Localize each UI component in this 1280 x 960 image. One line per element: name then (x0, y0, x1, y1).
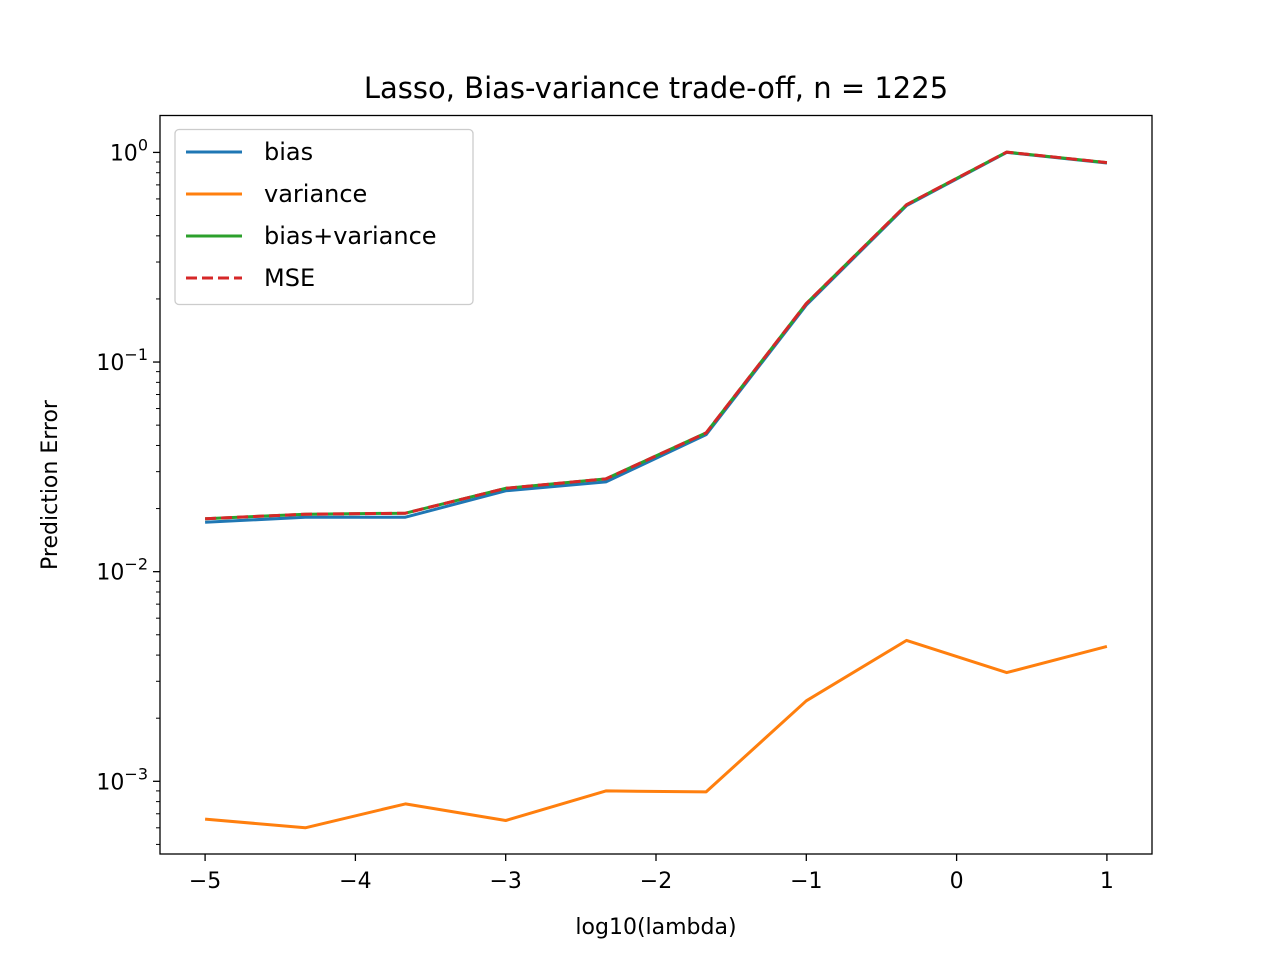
x-tick-label: 0 (950, 869, 964, 894)
y-tick-base: 10 (110, 141, 138, 166)
y-tick-label: 10−2 (96, 555, 148, 586)
x-tick-label: −2 (640, 869, 672, 894)
y-tick-label: 10−1 (96, 345, 148, 376)
plot-lines (204, 150, 1108, 830)
x-tick-label: −5 (189, 869, 221, 894)
x-tick-label: −4 (339, 869, 371, 894)
series-line-variance (204, 638, 1108, 830)
chart-title: Lasso, Bias-variance trade-off, n = 1225 (364, 71, 948, 105)
x-tick-label: −3 (489, 869, 521, 894)
series-line-mse (205, 150, 1108, 521)
y-tick-base: 10 (96, 561, 124, 586)
y-tick-exponent: −3 (124, 764, 148, 783)
y-tick-exponent: −1 (124, 345, 148, 364)
y-tick-base: 10 (96, 351, 124, 376)
y-axis-label: Prediction Error (38, 399, 63, 570)
y-tick-label: 100 (110, 135, 148, 166)
legend-box (174, 128, 474, 306)
x-tick-label: −1 (790, 869, 822, 894)
legend: bias variance bias+variance MSE (174, 128, 474, 306)
y-tick-base: 10 (96, 770, 124, 795)
legend-label: bias+variance (264, 222, 437, 250)
y-tick-exponent: −2 (124, 555, 148, 574)
x-tick-label: 1 (1100, 869, 1114, 894)
y-tick-label: 10−3 (96, 764, 148, 795)
plot-frame (159, 114, 1153, 855)
x-axis-label: log10(lambda) (575, 915, 736, 940)
legend-label: bias (264, 138, 313, 166)
legend-label: MSE (264, 264, 315, 292)
legend-label: variance (264, 180, 367, 208)
y-tick-exponent: 0 (138, 135, 148, 154)
